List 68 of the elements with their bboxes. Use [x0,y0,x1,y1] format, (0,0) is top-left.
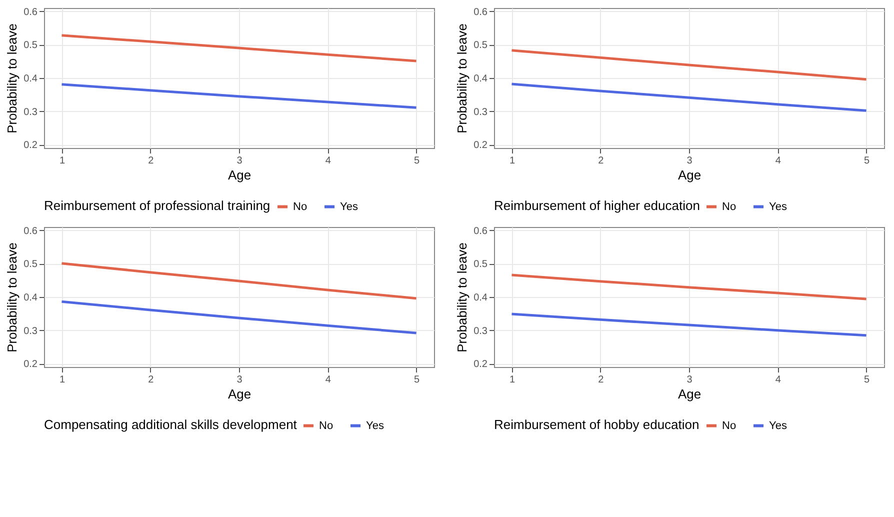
y-tick-label: 0.5 [24,259,38,270]
x-tick-label: 2 [148,374,154,386]
x-axis-title: Age [678,386,702,402]
y-tick-label: 0.3 [474,106,488,118]
x-tick-label: 2 [598,156,604,166]
y-axis-title: Probability to leave [4,24,20,134]
x-tick-label: 5 [414,156,420,166]
y-tick-label: 0.6 [24,226,38,237]
line-series [510,274,868,300]
x-tick-label: 1 [59,156,66,166]
x-tick-label: 3 [686,374,693,386]
y-tick-label: 0.4 [474,292,488,304]
legend-label: No [722,420,736,432]
legend-title: Reimbursement of professional training [44,198,270,213]
x-tick-label: 3 [686,156,693,166]
line-series [60,34,418,62]
x-tick-label: 4 [775,374,782,386]
x-axis-title: Age [678,168,702,182]
x-tick-label: 4 [325,156,332,166]
y-tick-label: 0.4 [474,74,488,84]
legend-label: No [722,200,736,213]
y-tick-label: 0.5 [24,40,38,52]
y-tick-label: 0.2 [24,359,38,370]
x-tick-label: 2 [148,156,154,166]
legend-label: Yes [340,200,358,213]
legend-label: Yes [366,420,384,432]
legend-label: No [319,420,334,432]
x-tick-label: 3 [236,374,243,386]
x-tick-label: 2 [598,374,604,386]
y-tick-label: 0.2 [474,140,488,152]
x-tick-label: 3 [236,156,243,166]
line-series [60,262,418,300]
x-axis-title: Age [228,386,252,402]
line-series [510,312,868,337]
legend-label: Yes [769,200,788,213]
y-axis-title: Probability to leave [454,242,470,352]
line-series [60,300,418,334]
y-tick-label: 0.3 [474,326,488,337]
x-axis-title: Age [228,168,252,182]
x-tick-label: 1 [59,374,66,386]
y-axis-title: Probability to leave [4,242,20,352]
y-tick-label: 0.6 [474,6,488,18]
y-tick-label: 0.5 [474,259,488,270]
legend-title: Reimbursement of higher education [494,198,700,213]
legend-label: Yes [769,420,788,432]
x-tick-label: 5 [864,156,870,166]
y-tick-label: 0.4 [24,74,38,84]
x-tick-label: 1 [509,374,516,386]
y-tick-label: 0.6 [474,226,488,237]
line-series [510,82,868,112]
y-tick-label: 0.3 [24,326,38,337]
x-tick-label: 4 [325,374,332,386]
line-series [60,83,418,109]
legend-label: No [293,200,308,213]
y-tick-label: 0.5 [474,40,488,52]
legend-title: Reimbursement of hobby education [494,417,700,432]
x-tick-label: 5 [864,374,870,386]
legend-title: Compensating additional skills development [44,417,298,432]
y-tick-label: 0.6 [24,6,38,18]
y-tick-label: 0.2 [474,359,488,370]
y-axis-title: Probability to leave [454,24,470,134]
y-tick-label: 0.4 [24,292,38,304]
x-tick-label: 5 [414,374,420,386]
x-tick-label: 4 [775,156,782,166]
x-tick-label: 1 [509,156,516,166]
y-tick-label: 0.2 [24,140,38,152]
line-series [510,49,868,81]
y-tick-label: 0.3 [24,106,38,118]
